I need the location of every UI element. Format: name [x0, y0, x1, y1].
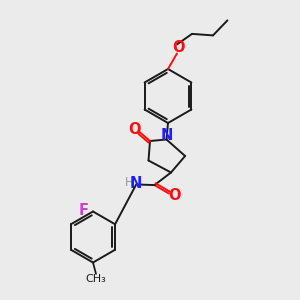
Text: O: O [168, 188, 181, 202]
Text: H: H [125, 176, 134, 190]
Text: CH₃: CH₃ [85, 274, 106, 284]
Text: O: O [128, 122, 140, 136]
Text: O: O [172, 40, 185, 56]
Text: N: N [160, 128, 173, 143]
Text: N: N [130, 176, 142, 190]
Text: F: F [79, 203, 89, 218]
